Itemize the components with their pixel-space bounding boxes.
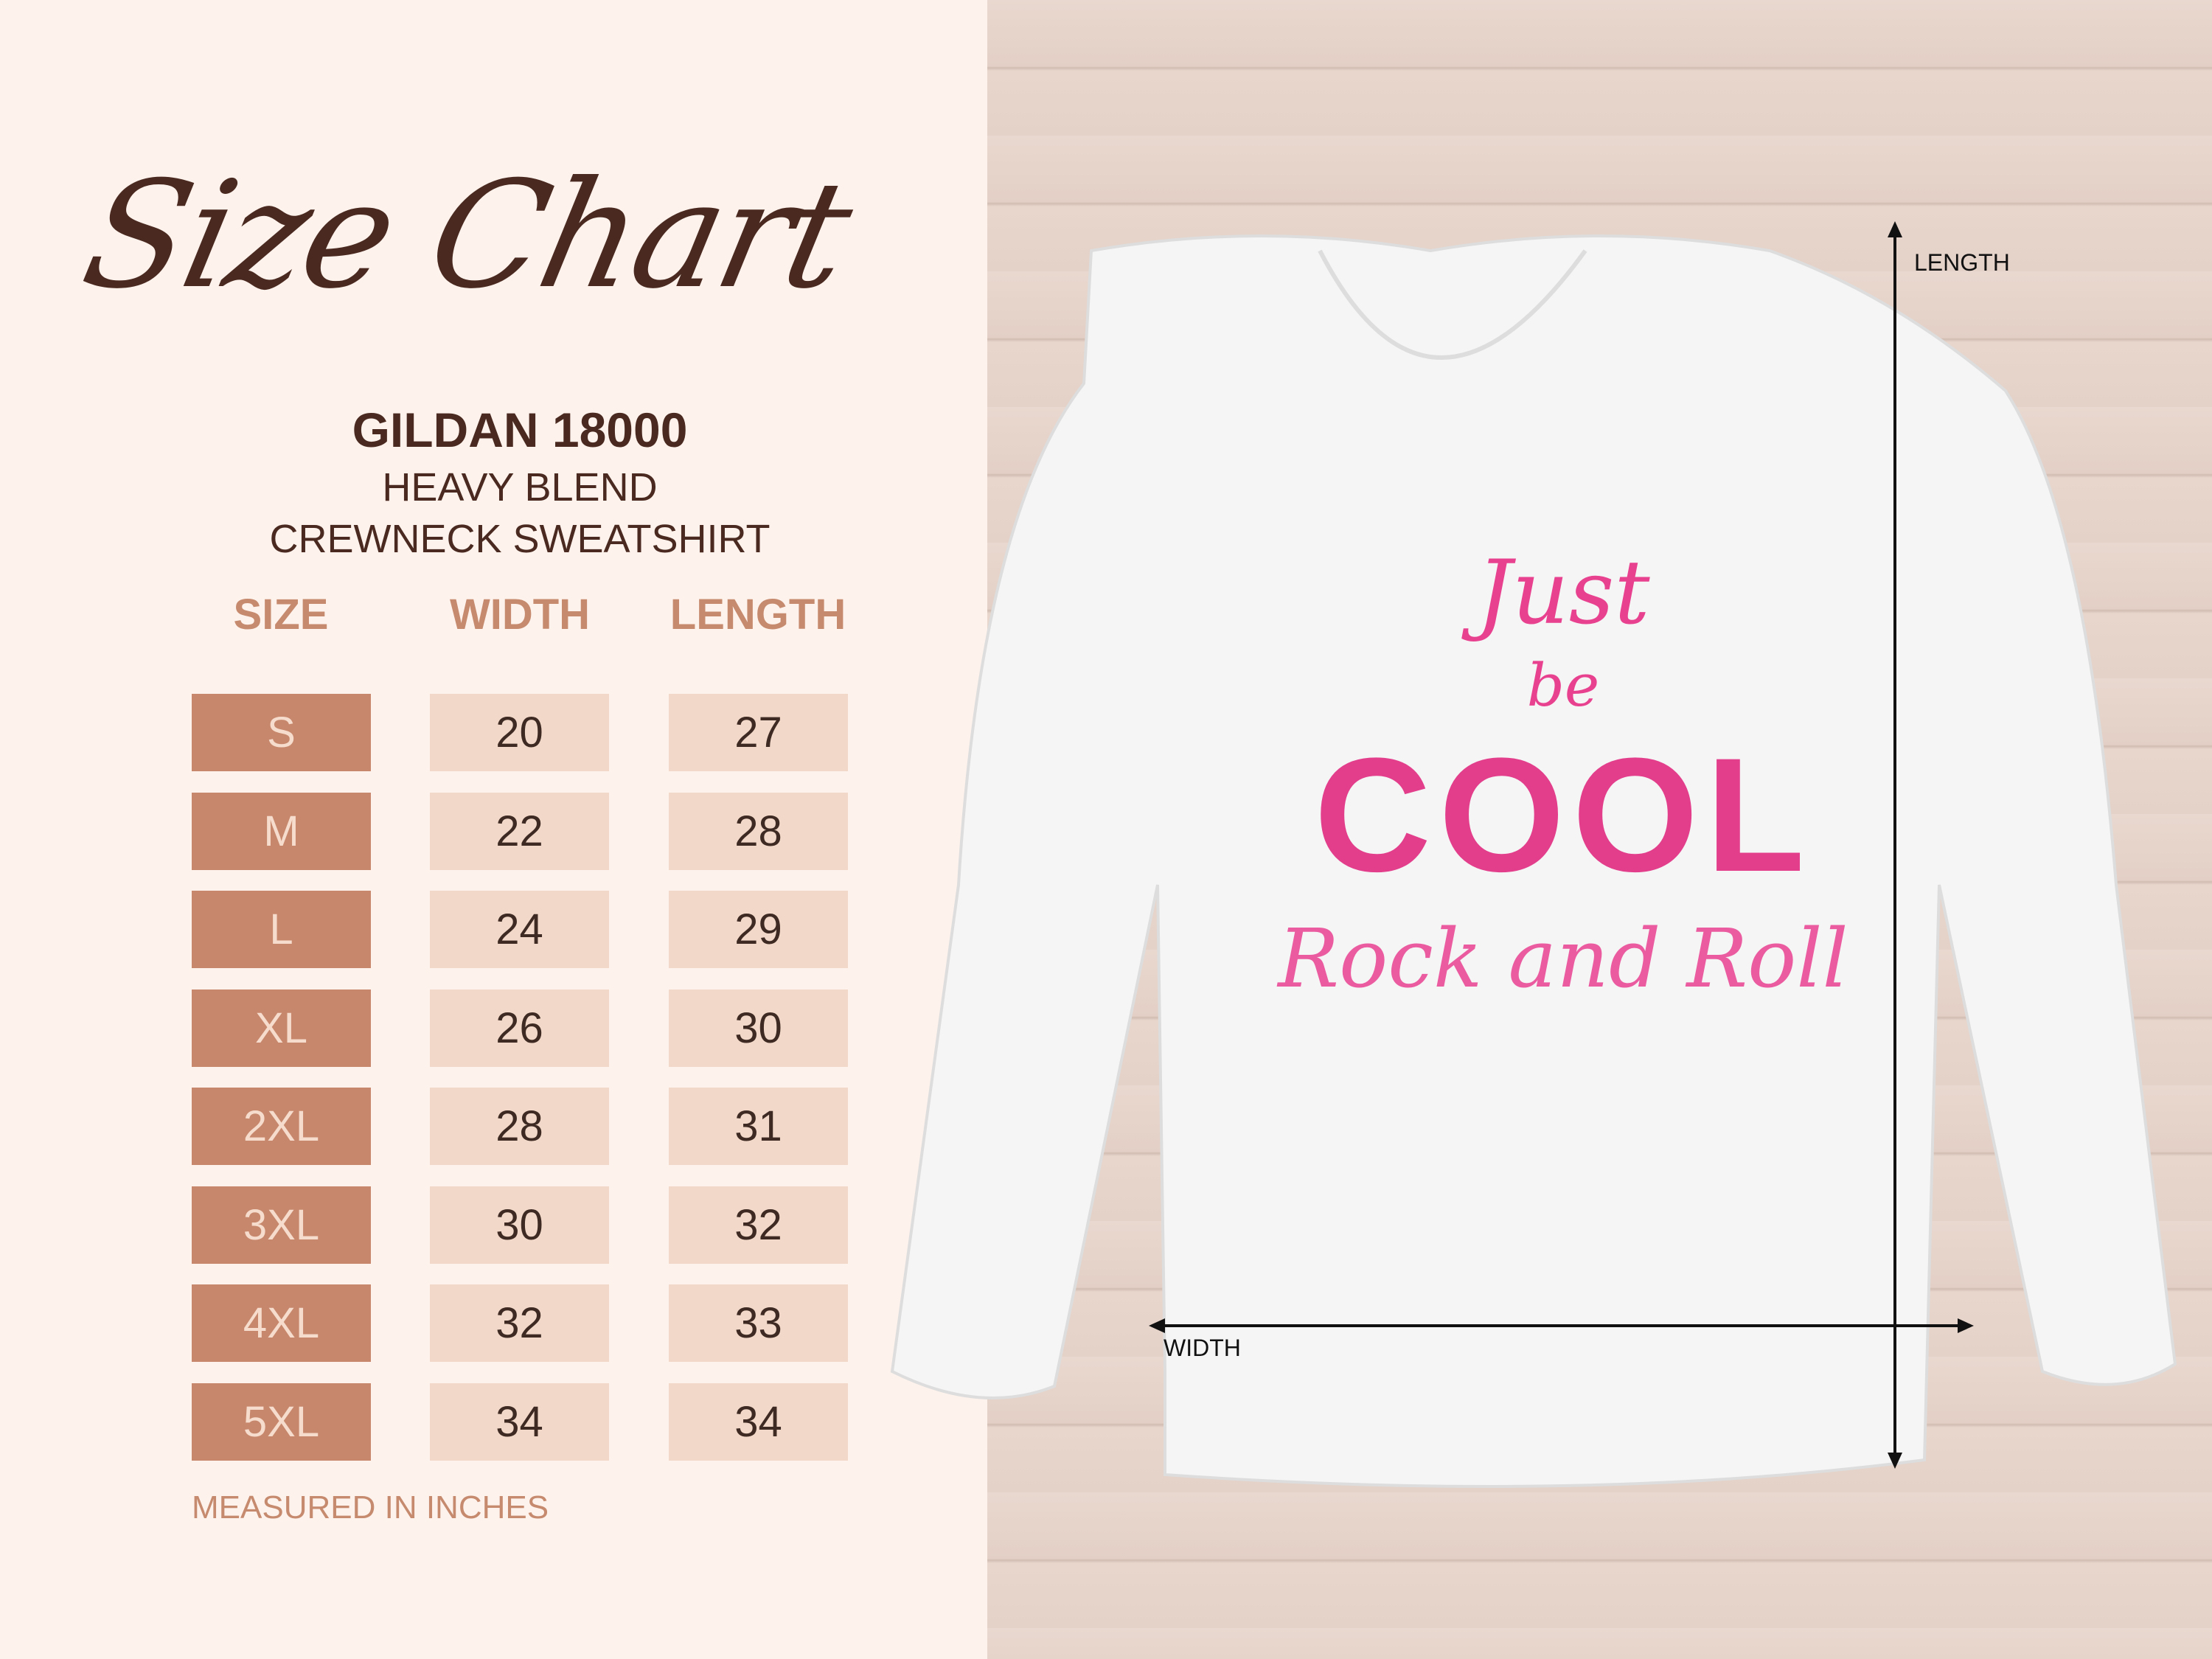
length-cell: 30 xyxy=(669,989,848,1067)
width-cell: 20 xyxy=(430,694,609,771)
size-cell: M xyxy=(192,792,371,870)
artwork-just: Just xyxy=(1476,542,1650,644)
width-cell: 24 xyxy=(430,891,609,968)
length-cell: 34 xyxy=(669,1382,848,1461)
width-cell: 22 xyxy=(430,792,609,870)
header-width: WIDTH xyxy=(449,591,591,639)
length-label: LENGTH xyxy=(1914,249,2010,276)
header-length: LENGTH xyxy=(669,591,846,639)
size-cell: XL xyxy=(192,989,371,1067)
width-cell: 34 xyxy=(430,1382,609,1461)
product-line2: CREWNECK SWEATSHIRT xyxy=(269,517,771,561)
length-cell: 32 xyxy=(669,1186,848,1264)
width-cell: 30 xyxy=(430,1186,609,1264)
size-cell: 4XL xyxy=(192,1284,371,1362)
product-line1: HEAVY BLEND xyxy=(382,465,658,509)
artwork-cool: COOL xyxy=(1314,724,1812,905)
width-cell: 26 xyxy=(430,989,609,1067)
size-cell: S xyxy=(192,694,371,771)
length-cell: 31 xyxy=(669,1088,848,1165)
length-cell: 29 xyxy=(669,891,848,968)
length-cell: 33 xyxy=(669,1284,848,1362)
measurement-note: MEASURED IN INCHES xyxy=(192,1489,549,1526)
length-cell: 28 xyxy=(669,792,848,870)
shirt-artwork: Just be COOL Rock and Roll xyxy=(1194,538,1932,1010)
size-cell: 2XL xyxy=(192,1088,371,1165)
width-cell: 28 xyxy=(430,1088,609,1165)
size-cell: L xyxy=(192,891,371,968)
sweatshirt-image xyxy=(890,234,2177,1488)
product-brand: GILDAN 18000 xyxy=(352,403,688,457)
width-label: WIDTH xyxy=(1164,1335,1241,1361)
width-cell: 32 xyxy=(430,1284,609,1362)
size-chart-panel: Size Chart GILDAN 18000 HEAVY BLEND CREW… xyxy=(0,0,987,1659)
header-size: SIZE xyxy=(233,591,329,639)
length-cell: 27 xyxy=(669,694,848,771)
size-cell: 5XL xyxy=(192,1382,371,1461)
artwork-be: be xyxy=(1526,651,1600,720)
artwork-rock-and-roll: Rock and Roll xyxy=(1278,911,1848,1006)
size-cell: 3XL xyxy=(192,1186,371,1264)
